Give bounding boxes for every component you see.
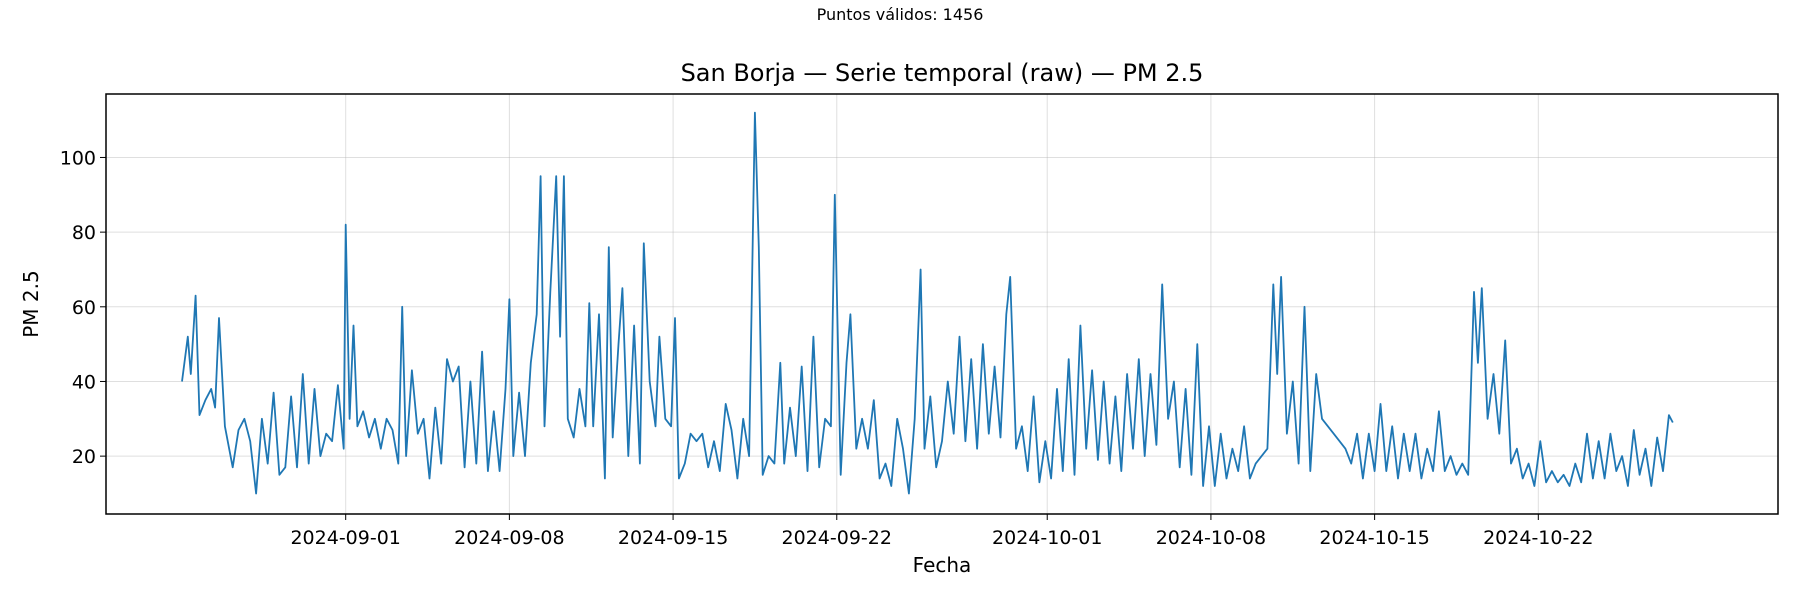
x-tick-label: 2024-09-01 [290, 527, 400, 549]
y-tick-label: 40 [72, 371, 96, 393]
x-tick-label: 2024-09-22 [782, 527, 892, 549]
gridlines [106, 94, 1778, 514]
x-tick-label: 2024-10-15 [1319, 527, 1429, 549]
x-tick-label: 2024-10-08 [1156, 527, 1266, 549]
x-axis-label: Fecha [913, 553, 972, 577]
series-group [181, 111, 1674, 495]
x-tick-label: 2024-09-15 [618, 527, 728, 549]
y-tick-label: 80 [72, 222, 96, 244]
x-tick-label: 2024-10-01 [992, 527, 1102, 549]
plot-area-frame [105, 93, 1779, 515]
x-axis-ticks: 2024-09-01 2024-09-08 2024-09-15 2024-09-22… [290, 514, 1594, 549]
x-tick-label: 2024-10-22 [1483, 527, 1593, 549]
y-tick-label: 60 [72, 297, 96, 319]
chart-suptitle: Puntos válidos: 1456 [817, 5, 984, 24]
x-tick-label: 2024-09-08 [454, 527, 564, 549]
series-line [181, 111, 1674, 495]
y-axis-ticks: 20 40 60 80 100 [60, 147, 106, 468]
chart-title: San Borja — Serie temporal (raw) — PM 2.… [681, 59, 1204, 87]
y-axis-label: PM 2.5 [19, 270, 43, 337]
y-tick-label: 100 [60, 147, 96, 169]
y-tick-label: 20 [72, 446, 96, 468]
